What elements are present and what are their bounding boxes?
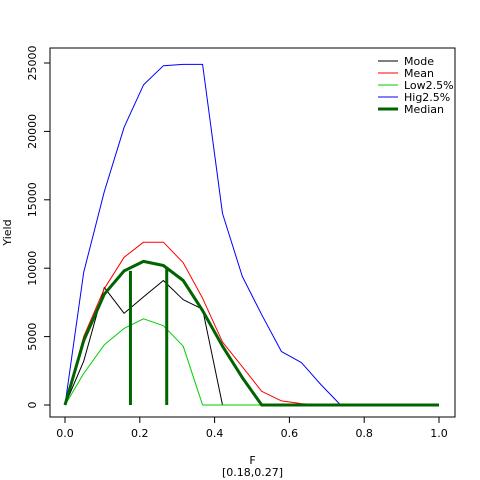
legend-label: Hig2.5% (404, 91, 450, 104)
legend-label: Mode (404, 55, 434, 68)
x-tick-label: 0.6 (281, 427, 299, 440)
x-axis-ticks: 0.0 0.2 0.4 0.6 0.8 1.0 (56, 417, 448, 440)
y-tick-label: 5000 (26, 323, 39, 351)
x-axis-label: F (249, 454, 255, 467)
legend-label: Low2.5% (404, 79, 454, 92)
legend-label: Median (404, 103, 444, 116)
y-tick-label: 15000 (26, 182, 39, 217)
series-line-mode (64, 280, 439, 406)
x-tick-label: 1.0 (430, 427, 448, 440)
y-axis-label: Yield (1, 219, 14, 246)
y-tick-label: 10000 (26, 251, 39, 286)
y-tick-label: 0 (26, 402, 39, 409)
marker-lines (128, 267, 169, 405)
series-line-mean (64, 241, 439, 406)
legend-label: Mean (404, 67, 434, 80)
plot-frame (49, 47, 456, 418)
x-tick-label: 0.2 (131, 427, 149, 440)
plot-border (49, 47, 456, 418)
y-tick-label: 25000 (26, 46, 39, 81)
x-tick-label: 0.0 (56, 427, 74, 440)
x-tick-label: 0.4 (206, 427, 224, 440)
series-line-hig2-5- (64, 63, 439, 406)
x-axis-subtitle: [0.18,0.27] (222, 466, 283, 479)
series-line-median (63, 259, 439, 407)
y-tick-label: 20000 (26, 114, 39, 149)
x-tick-label: 0.8 (355, 427, 373, 440)
series-layer (63, 63, 439, 407)
y-axis-ticks: 0 5000 10000 15000 20000 25000 (26, 46, 50, 409)
